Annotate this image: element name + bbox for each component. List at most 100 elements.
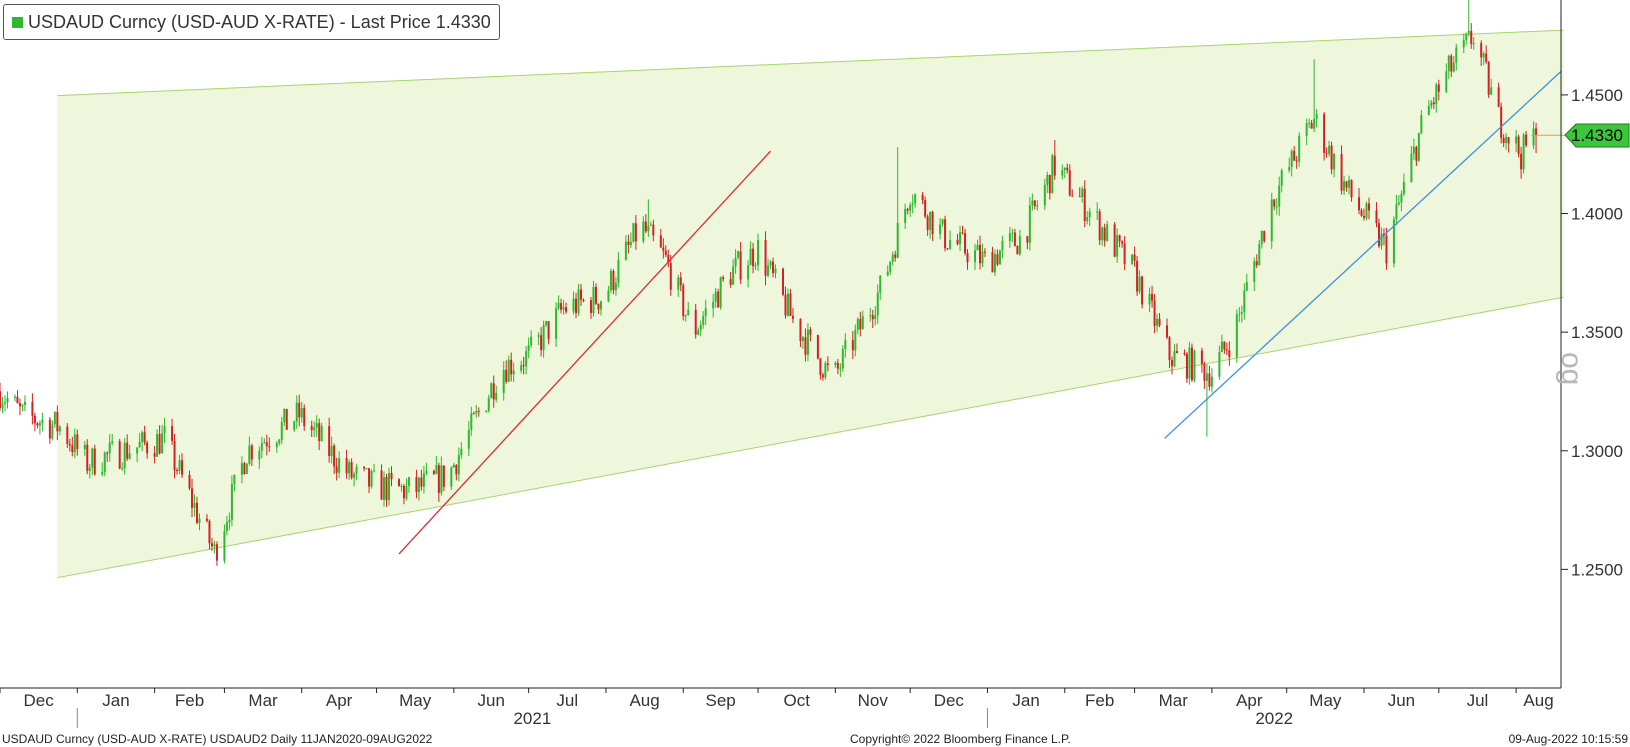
candle-body <box>687 309 690 315</box>
candle-body <box>161 433 164 454</box>
x-tick-label: Jul <box>1467 691 1489 710</box>
candle-body <box>1001 240 1004 251</box>
candle-body <box>300 408 303 418</box>
candle-body <box>68 443 71 446</box>
candle-body <box>1308 122 1311 124</box>
candle-body <box>974 250 977 263</box>
candle-body <box>1028 205 1031 243</box>
candle-body <box>1437 84 1440 92</box>
candle-body <box>103 452 106 472</box>
candle-body <box>495 393 498 400</box>
candle-body <box>1432 102 1435 105</box>
candle-body <box>1 403 4 409</box>
candle-body <box>806 329 809 355</box>
candle-body <box>781 268 784 295</box>
candle-body <box>1243 290 1246 312</box>
candle-body <box>383 477 386 500</box>
candle-body <box>76 434 79 450</box>
candle-body <box>996 254 999 265</box>
candle-body <box>545 321 548 326</box>
candle-body <box>712 301 715 309</box>
candle-body <box>1270 199 1273 242</box>
last-price-value: 1.4330 <box>1571 125 1623 145</box>
x-tick-label: Feb <box>175 691 204 710</box>
candle-body <box>88 467 91 471</box>
candle-body <box>1175 351 1178 354</box>
candle-body <box>48 419 51 439</box>
x-year-labels: 2021 2022 <box>76 708 1293 728</box>
candle-body <box>397 479 400 487</box>
candle-body <box>1497 87 1500 107</box>
candle-body <box>909 204 912 211</box>
candle-body <box>1083 188 1086 222</box>
candle-body <box>41 419 44 424</box>
candle-body <box>1360 210 1363 216</box>
candle-body <box>537 335 540 337</box>
candle-body <box>649 224 652 226</box>
candle-body <box>1345 181 1348 188</box>
candle-body <box>1377 223 1380 247</box>
legend-swatch <box>12 16 23 28</box>
candle-body <box>774 268 777 274</box>
candle-body <box>714 291 717 302</box>
x-tick-label: Mar <box>1159 691 1189 710</box>
candle-body <box>51 424 54 439</box>
candle-body <box>1066 167 1069 171</box>
candle-body <box>799 318 802 341</box>
candle-body <box>789 293 792 316</box>
candle-body <box>176 470 179 472</box>
candle-body <box>662 247 665 251</box>
candle-body <box>525 351 528 367</box>
y-tick-label: 1.2500 <box>1571 560 1623 579</box>
candle-body <box>816 334 819 359</box>
candle-body <box>1480 43 1483 58</box>
candle-body <box>1328 145 1331 154</box>
candle-body <box>248 445 251 464</box>
candle-body <box>1168 337 1171 361</box>
candle-body <box>722 277 725 280</box>
candle-body <box>632 223 635 242</box>
x-year-label: 2022 <box>1255 709 1293 728</box>
candle-body <box>904 208 907 223</box>
x-tick-label: May <box>399 691 432 710</box>
x-tick-label: Aug <box>1523 691 1553 710</box>
x-year-label: 2021 <box>513 709 551 728</box>
candle-body <box>101 471 104 475</box>
candle-body <box>737 251 740 258</box>
candle-body <box>1133 254 1136 261</box>
candle-body <box>911 203 914 205</box>
candle-body <box>752 248 755 267</box>
candle-body <box>699 324 702 331</box>
candle-body <box>420 477 423 487</box>
candle-body <box>599 301 602 310</box>
candle-body <box>128 453 131 459</box>
candle-body <box>1532 128 1535 146</box>
candle-body <box>228 519 231 523</box>
candle-body <box>450 467 453 487</box>
candle-body <box>205 518 208 521</box>
candle-body <box>415 477 418 492</box>
trendline <box>398 150 772 555</box>
candle-body <box>702 316 705 325</box>
candle-body <box>1305 123 1308 136</box>
candle-body <box>1228 350 1231 358</box>
candle-body <box>1487 62 1490 95</box>
candle-body <box>470 413 473 431</box>
candle-body <box>924 200 927 217</box>
candle-body <box>3 402 6 404</box>
candle-body <box>572 298 575 312</box>
footer-security-info: USDAUD Curncy (USD-AUD X-RATE) USDAUD2 D… <box>2 732 433 746</box>
candle-body <box>31 401 34 416</box>
candle-body <box>1101 227 1104 241</box>
candle-body <box>1348 179 1351 188</box>
candle-body <box>839 368 842 370</box>
x-tick-label: Dec <box>24 691 55 710</box>
x-tick-label: Nov <box>858 691 889 710</box>
candle-body <box>592 287 595 313</box>
candle-body <box>993 254 996 273</box>
candle-body <box>856 319 859 330</box>
candle-body <box>679 277 682 286</box>
candle-body <box>804 337 807 355</box>
candle-body <box>71 445 74 453</box>
